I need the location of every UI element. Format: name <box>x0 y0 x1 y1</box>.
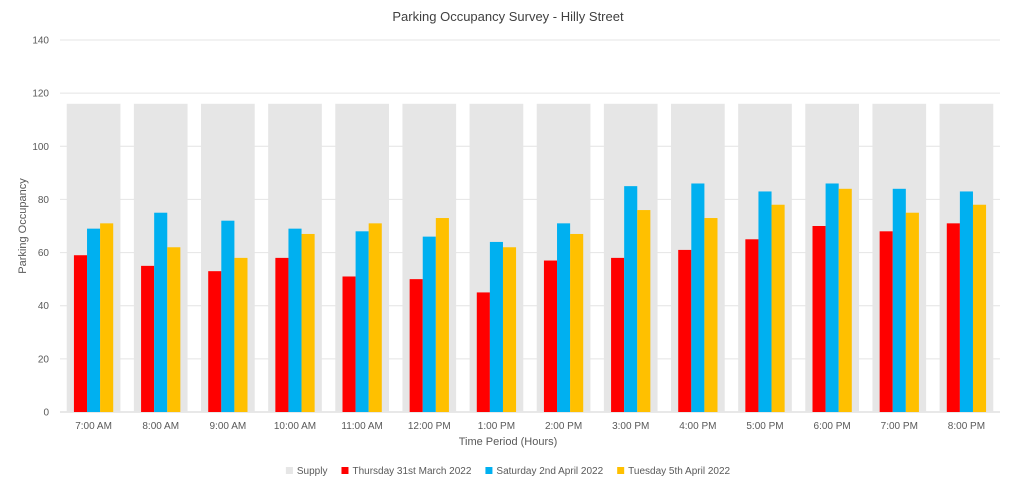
bar-series-3 <box>167 247 181 412</box>
bar-series-2 <box>825 183 839 412</box>
bar-series-1 <box>678 249 692 412</box>
legend-label: Saturday 2nd April 2022 <box>496 466 603 477</box>
bar-series-2 <box>87 228 101 412</box>
bar-series-3 <box>771 204 785 412</box>
legend-swatch <box>617 467 625 474</box>
legend: Supply Thursday 31st March 2022 Saturday 2… <box>285 466 731 477</box>
bar-series-1 <box>812 226 826 412</box>
bar-series-2 <box>691 183 705 412</box>
y-tick-label: 20 <box>38 354 50 365</box>
x-tick-label: 6:00 PM <box>814 421 851 432</box>
bar-series-2 <box>557 223 571 412</box>
bar-series-3 <box>100 223 114 412</box>
x-tick-label: 8:00 AM <box>142 421 179 432</box>
x-tick-label: 1:00 PM <box>478 421 515 432</box>
bar-series-1 <box>141 265 155 412</box>
x-tick-label: 4:00 PM <box>679 421 716 432</box>
legend-label: Thursday 31st March 2022 <box>352 466 471 477</box>
bar-series-2 <box>892 188 906 412</box>
x-tick-label: 7:00 PM <box>881 421 918 432</box>
y-tick-label: 0 <box>43 408 49 419</box>
bar-series-3 <box>704 218 718 412</box>
bar-series-3 <box>435 218 449 412</box>
bar-series-1 <box>342 276 356 412</box>
bar-series-1 <box>879 231 893 412</box>
bar-series-3 <box>301 233 315 412</box>
x-tick-label: 8:00 PM <box>948 421 985 432</box>
y-tick-label: 60 <box>38 248 50 259</box>
chart-title: Parking Occupancy Survey - Hilly Street <box>392 9 624 24</box>
bar-series-2 <box>624 186 638 412</box>
bar-series-1 <box>745 239 759 412</box>
bar-series-1 <box>476 292 490 412</box>
bar-series-2 <box>758 191 772 412</box>
x-tick-label: 3:00 PM <box>612 421 649 432</box>
x-tick-label: 12:00 PM <box>408 421 451 432</box>
legend-label: Tuesday 5th April 2022 <box>628 466 730 477</box>
bars <box>66 103 994 413</box>
y-tick-label: 140 <box>32 36 49 47</box>
y-tick-label: 100 <box>32 142 49 153</box>
bar-series-2 <box>355 231 369 412</box>
bar-series-1 <box>73 255 88 412</box>
bar-series-2 <box>489 241 503 412</box>
bar-series-3 <box>972 204 987 412</box>
bar-series-1 <box>208 271 222 412</box>
y-axis-ticks: 0 20 40 60 80 100 120 140 <box>32 36 49 419</box>
x-tick-label: 7:00 AM <box>75 421 112 432</box>
x-axis-ticks: 7:00 AM 8:00 AM 9:00 AM 10:00 AM 11:00 AM 12:… <box>75 421 985 432</box>
bar-series-3 <box>502 247 517 412</box>
bar-series-1 <box>946 223 960 412</box>
bar-series-2 <box>422 236 436 412</box>
x-tick-label: 9:00 AM <box>210 421 247 432</box>
y-axis-label: Parking Occupancy <box>17 178 29 274</box>
bar-series-1 <box>409 279 423 412</box>
bar-series-1 <box>611 257 625 412</box>
x-tick-label: 5:00 PM <box>746 421 783 432</box>
legend-swatch <box>485 467 493 474</box>
bar-series-2 <box>288 228 302 412</box>
bar-series-3 <box>570 233 584 412</box>
bar-series-3 <box>838 188 852 412</box>
bar-series-2 <box>221 220 235 412</box>
y-tick-label: 40 <box>38 301 50 312</box>
bar-series-1 <box>543 260 558 412</box>
y-tick-label: 120 <box>32 89 49 100</box>
legend-swatch <box>341 467 349 474</box>
bar-series-3 <box>905 212 919 412</box>
x-tick-label: 10:00 AM <box>274 421 316 432</box>
bar-series-3 <box>637 210 651 412</box>
bar-series-2 <box>154 212 168 412</box>
y-tick-label: 80 <box>38 195 50 206</box>
bar-series-3 <box>368 223 382 412</box>
bar-series-3 <box>234 257 248 412</box>
bar-series-1 <box>275 257 289 412</box>
x-axis-label: Time Period (Hours) <box>459 436 558 448</box>
x-tick-label: 11:00 AM <box>341 421 383 432</box>
bar-series-2 <box>959 191 973 412</box>
legend-label: Supply <box>297 466 328 477</box>
x-tick-label: 2:00 PM <box>545 421 582 432</box>
legend-swatch <box>285 467 293 474</box>
